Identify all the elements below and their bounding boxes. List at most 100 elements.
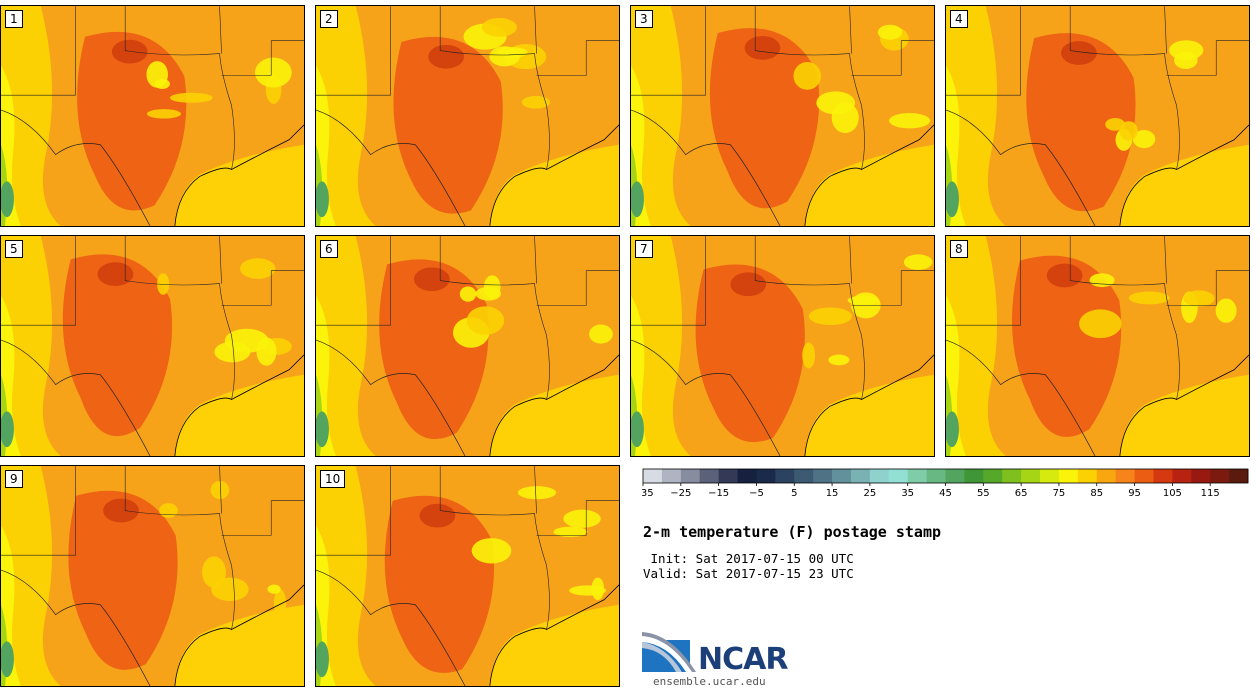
colorbar-swatch [737, 469, 757, 483]
colorbar-tick-label: 5 [791, 488, 797, 499]
colorbar-swatch [888, 469, 909, 483]
temperature-cool-spot [946, 411, 959, 448]
temperature-mild-patch [591, 577, 605, 601]
temperature-hotter-spot [1046, 263, 1083, 288]
gulf-coastline [174, 124, 304, 226]
chart-title: 2-m temperature (F) postage stamp [643, 523, 942, 541]
temperature-hotter-spot [744, 36, 781, 60]
colorbar-tick-label: 35 [901, 488, 914, 499]
border-ok-ar [849, 6, 852, 54]
border-red-river [754, 6, 862, 106]
border-red-river [439, 466, 547, 566]
border-nm-tx [946, 236, 1021, 326]
temperature-mild-patch [146, 109, 182, 119]
colorbar-swatch [1002, 469, 1022, 483]
temperature-cool-spot [1, 641, 14, 678]
colorbar-swatch [661, 469, 682, 483]
border-rio-grande [631, 339, 781, 456]
gulf-coastline [1119, 124, 1249, 226]
border-ar-la [221, 270, 304, 306]
gulf-of-mexico [1119, 374, 1249, 456]
temperature-cool-spot [631, 411, 644, 448]
temperature-mild-patch [169, 92, 213, 103]
temperature-mild-patch [459, 286, 477, 302]
colorbar-swatch [869, 469, 890, 483]
temperature-hotter-spot [428, 44, 465, 69]
border-ar-la [221, 500, 304, 536]
colorbar-swatch [1172, 469, 1192, 483]
border-tx-la [546, 565, 550, 630]
colorbar-swatch [1077, 469, 1098, 483]
colorbar-tick-label: −25 [670, 488, 691, 499]
temperature-mild-patch [802, 342, 816, 369]
colorbar-tick-label: −5 [749, 488, 764, 499]
border-red-river [439, 6, 547, 106]
gulf-coastline [489, 584, 619, 686]
colorbar-swatch [1229, 469, 1249, 483]
border-tx-la [546, 335, 550, 400]
temperature-mild-patch [563, 509, 601, 528]
temperature-mild-patch [1183, 290, 1215, 307]
panel-number: 2 [320, 10, 338, 28]
map-field [946, 6, 1249, 226]
border-tx-la [861, 335, 865, 400]
colorbar-swatch [1096, 469, 1117, 483]
border-rio-grande [316, 109, 466, 226]
gulf-of-mexico [489, 604, 619, 686]
border-ar-la [1166, 270, 1249, 306]
colorbar-swatch [983, 469, 1003, 483]
temperature-mild-patch [808, 307, 853, 326]
temperature-mild-patch [517, 486, 557, 500]
gulf-coastline [489, 124, 619, 226]
map-panel-8: 8 [945, 235, 1250, 457]
border-ok-ar [534, 236, 537, 284]
temperature-hot-core [62, 254, 173, 437]
temperature-mild-patch [466, 306, 505, 335]
temperature-hot-core [1026, 33, 1136, 212]
colorbar-swatch [775, 469, 795, 483]
colorbar-tick-label: 95 [1128, 488, 1141, 499]
logo-url[interactable]: ensemble.ucar.edu [653, 675, 766, 688]
gulf-coastline [174, 584, 304, 686]
colorbar-swatch [643, 469, 663, 483]
gulf-of-mexico [489, 374, 619, 456]
temperature-hot-core [393, 36, 503, 214]
ncar-logo-icon [642, 632, 696, 672]
colorbar-swatch [907, 469, 927, 483]
temperature-mild-patch [847, 295, 879, 306]
gulf-of-mexico [489, 144, 619, 226]
border-rio-grande [946, 339, 1096, 456]
temperature-mild-patch [267, 584, 281, 594]
border-nm-tx [316, 6, 391, 96]
valid-time: Valid: Sat 2017-07-15 23 UTC [643, 566, 854, 581]
temperature-mild-patch [1174, 51, 1198, 70]
border-ok-ar [1164, 236, 1167, 284]
colorbar-swatch [1040, 469, 1060, 483]
temperature-mild-patch [1128, 291, 1170, 305]
temperature-mild-patch [877, 24, 903, 40]
colorbar-tick-label: 15 [826, 488, 839, 499]
temperature-warm-west [316, 236, 376, 456]
border-ok-ar [1164, 6, 1167, 54]
map-field [316, 466, 619, 686]
border-nm-tx [1, 466, 76, 556]
border-rio-grande [1, 339, 151, 456]
colorbar-swatch [832, 469, 852, 483]
colorbar-swatch [1191, 469, 1211, 483]
colorbar-swatch [680, 469, 701, 483]
border-nm-tx [316, 236, 391, 326]
temperature-cool-spot [316, 641, 329, 678]
gulf-of-mexico [804, 144, 934, 226]
border-ok-ar [219, 6, 222, 54]
border-ar-la [536, 500, 619, 536]
colorbar-swatch [1210, 469, 1230, 483]
map-panel-3: 3 [630, 5, 935, 227]
border-red-river [1069, 6, 1177, 106]
colorbar-tick-label: 105 [1163, 488, 1182, 499]
temperature-mild-patch [1119, 121, 1138, 141]
colorbar-swatch [1153, 469, 1173, 483]
temperature-mild-patch [483, 275, 501, 299]
panel-number: 9 [5, 470, 23, 488]
temperature-warm-west [631, 6, 691, 226]
temperature-mild-patch [496, 47, 528, 58]
